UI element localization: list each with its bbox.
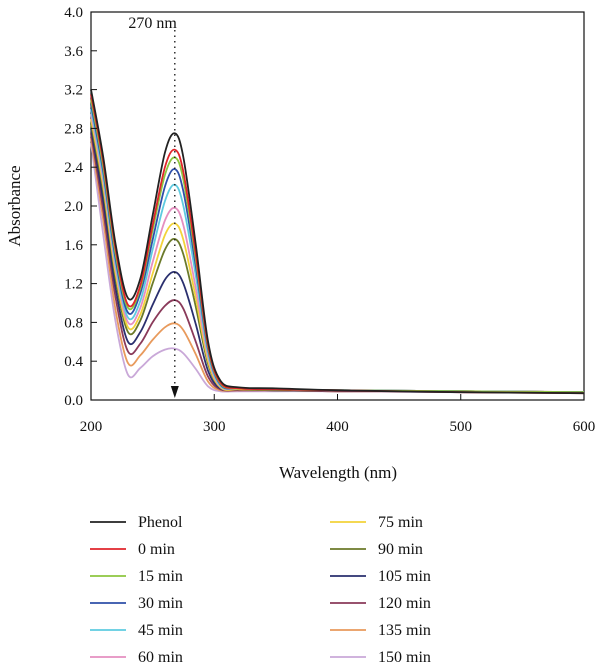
x-tick-label: 600	[573, 419, 596, 435]
y-tick-label: 1.2	[64, 277, 83, 293]
y-tick-label: 3.2	[64, 83, 83, 99]
legend-label-30-min: 30 min	[138, 595, 183, 612]
y-tick-label: 4.0	[64, 5, 83, 21]
y-tick-label: 2.0	[64, 199, 83, 215]
y-tick-label: 3.6	[64, 44, 83, 60]
y-axis: 0.0 0.4 0.8 1.2 1.6 2.0 2.4 2.8 3.2 3.6 4.0	[64, 5, 97, 409]
legend: Phenol 0 min 15 min 30 min 45 min 60 min 75 mi…	[90, 514, 431, 666]
x-tick-label: 300	[203, 419, 226, 435]
series-line-75-min	[90, 118, 585, 394]
legend-label-135-min: 135 min	[378, 622, 431, 639]
legend-label-75-min: 75 min	[378, 514, 423, 531]
legend-label-phenol: Phenol	[138, 514, 183, 531]
series-line-120-min	[90, 133, 585, 394]
y-tick-label: 0.4	[64, 354, 83, 370]
x-tick-label: 200	[80, 419, 103, 435]
x-tick-label: 400	[326, 419, 349, 435]
series-line-0-min	[90, 94, 585, 395]
legend-label-90-min: 90 min	[378, 541, 423, 558]
legend-label-15-min: 15 min	[138, 568, 183, 585]
y-tick-label: 0.8	[64, 315, 83, 331]
annotation-label: 270 nm	[128, 15, 177, 32]
y-axis-title: Absorbance	[5, 165, 24, 246]
x-axis: 200 300 400 500 600	[80, 394, 596, 435]
series-line-150-min	[90, 142, 585, 394]
y-tick-label: 2.8	[64, 121, 83, 137]
series-line-90-min	[90, 123, 585, 394]
legend-label-60-min: 60 min	[138, 649, 183, 666]
series-line-phenol	[90, 89, 585, 395]
legend-label-150-min: 150 min	[378, 649, 431, 666]
series-layer	[90, 89, 585, 395]
legend-label-45-min: 45 min	[138, 622, 183, 639]
y-tick-label: 0.0	[64, 393, 83, 409]
legend-label-0-min: 0 min	[138, 541, 175, 558]
plot-area: 270 nm	[90, 11, 585, 401]
y-tick-label: 2.4	[64, 160, 83, 176]
series-line-15-min	[90, 99, 585, 394]
plot-frame	[90, 11, 585, 401]
annotation-arrow	[170, 386, 179, 398]
x-tick-label: 500	[450, 419, 473, 435]
x-axis-title: Wavelength (nm)	[279, 463, 397, 482]
legend-label-120-min: 120 min	[378, 595, 431, 612]
legend-label-105-min: 105 min	[378, 568, 431, 585]
y-tick-label: 1.6	[64, 238, 83, 254]
